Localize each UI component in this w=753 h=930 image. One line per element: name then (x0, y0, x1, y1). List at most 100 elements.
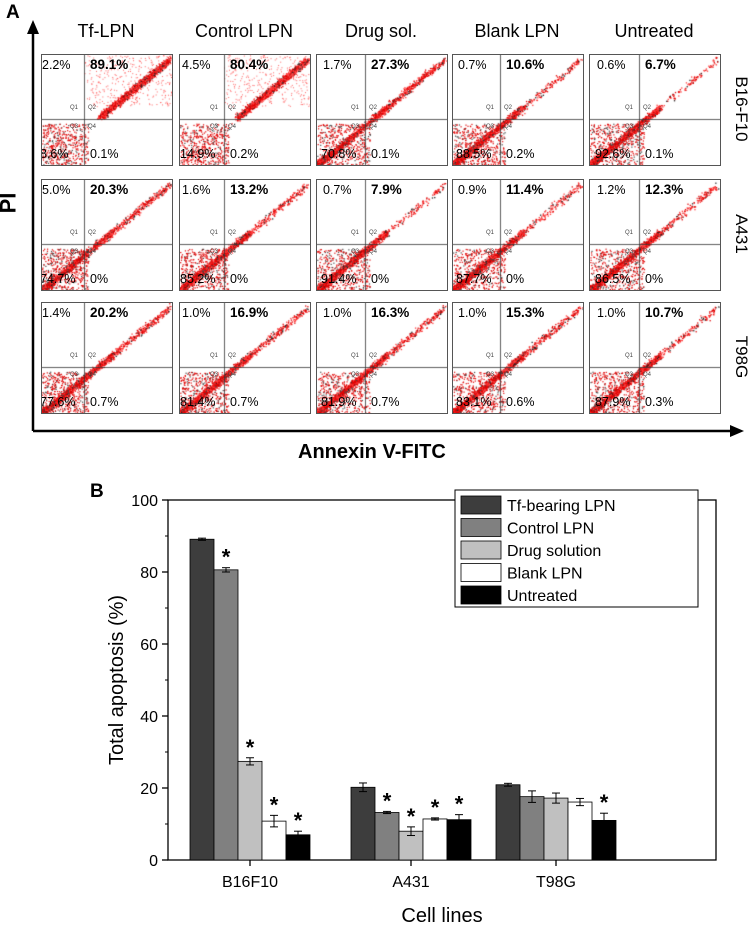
quadrant-label: Q4 (643, 124, 652, 130)
quadrant-ur-pct: 80.4% (230, 57, 269, 72)
bar-control-lpn-b16f10 (213, 569, 239, 861)
quadrant-ul-pct: 1.0% (323, 306, 352, 320)
significance-star: * (455, 792, 464, 817)
scatter-dots (42, 55, 172, 165)
flow-plot-T98G-Control LPN: Q1 Q2 Q3 Q4 1.0% 16.9% 81.4% 0.7% (179, 302, 311, 414)
quadrant-ll-pct: 14.9% (180, 147, 216, 161)
flow-plot-T98G-Tf-LPN: Q1 Q2 Q3 Q4 1.4% 20.2% 77.6% 0.7% (41, 302, 173, 414)
quadrant-lr-pct: 0.2% (230, 147, 259, 161)
scatter-dots (590, 55, 720, 165)
flow-plot-A431-Tf-LPN: Q1 Q2 Q3 Q4 5.0% 20.3% 74.7% 0% (41, 179, 173, 291)
quadrant-label: Q4 (643, 372, 652, 378)
significance-star: * (222, 545, 231, 570)
flow-plot-B16-F10-Control LPN: Q1 Q2 Q3 Q4 4.5% 80.4% 14.9% 0.2% (179, 54, 311, 166)
quadrant-label: Q4 (88, 372, 97, 378)
quadrant-ur-pct: 20.3% (90, 182, 129, 197)
x-axis-title-annexin: Annexin V-FITC (298, 441, 446, 463)
quadrant-label: Q2 (643, 105, 652, 111)
quadrant-ul-pct: 1.0% (182, 306, 211, 320)
bar-control-lpn-a431 (374, 812, 400, 861)
quadrant-ll-pct: 86.5% (595, 272, 631, 286)
quadrant-ul-pct: 5.0% (42, 183, 71, 197)
quadrant-label: Q1 (70, 353, 79, 359)
quadrant-ll-pct: 81.9% (321, 395, 357, 409)
x-axis-title: Cell lines (401, 905, 482, 927)
quadrant-label: Q3 (625, 124, 634, 130)
legend-entry: Control LPN (507, 521, 594, 538)
legend-entry: Drug solution (507, 543, 601, 560)
bar-untreated-a431 (446, 819, 472, 861)
quadrant-label: Q1 (70, 230, 79, 236)
flow-plot-A431-Control LPN: Q1 Q2 Q3 Q4 1.6% 13.2% 85.2% 0% (179, 179, 311, 291)
y-axis-arrow (27, 20, 39, 34)
quadrant-label: Q1 (625, 353, 634, 359)
quadrant-label: Q3 (486, 372, 495, 378)
quadrant-lr-pct: 0.6% (506, 395, 535, 409)
scatter-dots (453, 180, 583, 290)
quadrant-ll-pct: 83.1% (456, 395, 492, 409)
quadrant-ur-pct: 13.2% (230, 182, 269, 197)
quadrant-label: Q4 (369, 372, 378, 378)
bar-control-lpn-t98g (519, 796, 545, 861)
y-tick-label: 20 (140, 781, 158, 798)
quadrant-ll-pct: 8.6% (41, 147, 69, 161)
row-header-1: A431 (732, 214, 751, 254)
scatter-dots (42, 303, 172, 413)
quadrant-label: Q2 (369, 230, 378, 236)
flow-plot-B16-F10-Blank LPN: Q1 Q2 Q3 Q4 0.7% 10.6% 88.5% 0.2% (452, 54, 584, 166)
quadrant-ul-pct: 1.4% (42, 306, 71, 320)
quadrant-label: Q3 (70, 372, 79, 378)
quadrant-label: Q3 (210, 124, 219, 130)
significance-star: * (270, 792, 279, 817)
quadrant-label: Q1 (351, 353, 360, 359)
quadrant-ur-pct: 12.3% (645, 182, 684, 197)
quadrant-ll-pct: 85.2% (180, 272, 216, 286)
y-axis-title: Total apoptosis (%) (106, 595, 128, 765)
quadrant-label: Q2 (504, 105, 513, 111)
quadrant-ll-pct: 92.6% (595, 147, 631, 161)
quadrant-label: Q4 (504, 372, 513, 378)
quadrant-label: Q4 (369, 124, 378, 130)
y-tick-label: 40 (140, 709, 158, 726)
quadrant-label: Q1 (70, 105, 79, 111)
quadrant-lr-pct: 0.7% (230, 395, 259, 409)
flow-plot-B16-F10-Tf-LPN: Q1 Q2 Q3 Q4 2.2% 89.1% 8.6% 0.1% (41, 54, 173, 166)
x-axis-arrow (730, 425, 744, 437)
legend-entry: Tf-bearing LPN (507, 498, 616, 515)
bar-tf-bearing-lpn-b16f10 (189, 538, 215, 861)
column-header-3: Blank LPN (474, 21, 560, 41)
panel-a-label: A (6, 2, 20, 23)
bar-tf-bearing-lpn-a431 (350, 786, 376, 861)
y-axis-title-pi: PI (0, 192, 21, 214)
quadrant-lr-pct: 0% (645, 272, 664, 286)
legend-entry: Blank LPN (507, 566, 583, 583)
quadrant-label: Q1 (486, 105, 495, 111)
quadrant-ul-pct: 2.2% (42, 58, 71, 72)
y-tick-label: 100 (131, 493, 158, 510)
y-tick-label: 80 (140, 565, 158, 582)
quadrant-label: Q1 (486, 353, 495, 359)
quadrant-lr-pct: 0.3% (645, 395, 674, 409)
flow-plot-A431-Blank LPN: Q1 Q2 Q3 Q4 0.9% 11.4% 87.7% 0% (452, 179, 584, 291)
quadrant-lr-pct: 0.1% (90, 147, 119, 161)
quadrant-label: Q2 (88, 230, 97, 236)
column-header-1: Control LPN (194, 21, 294, 41)
quadrant-label: Q2 (643, 230, 652, 236)
quadrant-lr-pct: 0% (90, 272, 109, 286)
quadrant-ul-pct: 1.7% (323, 58, 352, 72)
quadrant-ul-pct: 1.6% (182, 183, 211, 197)
quadrant-label: Q4 (228, 372, 237, 378)
scatter-dots (590, 303, 720, 413)
quadrant-label: Q4 (504, 249, 513, 255)
quadrant-label: Q1 (351, 230, 360, 236)
panel-a-axes (27, 20, 744, 437)
quadrant-ul-pct: 0.7% (458, 58, 487, 72)
quadrant-label: Q2 (369, 353, 378, 359)
flow-plot-B16-F10-Untreated: Q1 Q2 Q3 Q4 0.6% 6.7% 92.6% 0.1% (589, 54, 721, 166)
quadrant-ll-pct: 87.9% (595, 395, 631, 409)
bar-blank-lpn-t98g (567, 801, 593, 861)
quadrant-label: Q3 (625, 372, 634, 378)
significance-star: * (383, 788, 392, 813)
scatter-dots (317, 180, 447, 290)
quadrant-label: Q3 (625, 249, 634, 255)
